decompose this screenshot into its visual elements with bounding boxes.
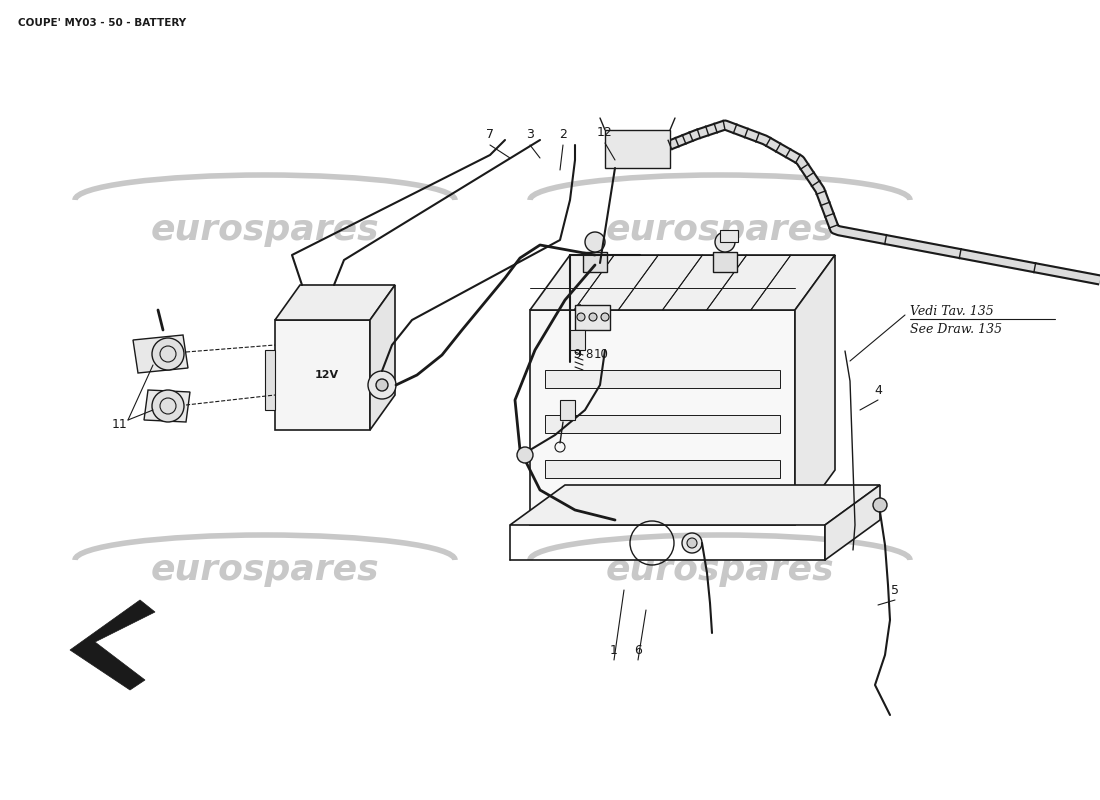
Bar [720,230,738,242]
Polygon shape [370,285,395,430]
Text: 10: 10 [594,349,608,362]
Circle shape [152,338,184,370]
Polygon shape [530,255,835,310]
Text: eurospares: eurospares [606,553,834,587]
Text: 6: 6 [634,643,642,657]
Text: COUPE' MY03 - 50 - BATTERY: COUPE' MY03 - 50 - BATTERY [18,18,186,28]
Text: 1: 1 [610,643,618,657]
Circle shape [578,313,585,321]
Text: eurospares: eurospares [151,213,380,247]
Circle shape [585,232,605,252]
Bar [713,252,737,272]
Text: 2: 2 [559,129,566,142]
Bar [583,252,607,272]
Circle shape [152,390,184,422]
Text: 9: 9 [573,349,581,362]
Polygon shape [144,390,190,422]
Polygon shape [795,255,835,525]
Polygon shape [70,600,155,690]
Text: 12V: 12V [315,370,339,380]
Text: eurospares: eurospares [606,213,834,247]
Bar [275,320,370,430]
Bar [544,415,780,433]
Text: eurospares: eurospares [151,553,380,587]
Text: 8: 8 [585,349,593,362]
Polygon shape [265,350,275,410]
Text: 12: 12 [597,126,613,139]
Circle shape [601,313,609,321]
Circle shape [376,379,388,391]
Bar [560,400,575,420]
Text: See Draw. 135: See Draw. 135 [910,323,1002,336]
Circle shape [715,232,735,252]
Circle shape [688,538,697,548]
Bar [570,330,585,350]
Text: 7: 7 [486,129,494,142]
Polygon shape [133,335,188,373]
Text: 3: 3 [526,129,534,142]
Circle shape [517,447,534,463]
Text: 4: 4 [874,383,882,397]
Circle shape [682,533,702,553]
Circle shape [368,371,396,399]
Text: Vedi Tav. 135: Vedi Tav. 135 [910,305,993,318]
Polygon shape [275,285,395,320]
Circle shape [873,498,887,512]
Polygon shape [825,485,880,560]
Bar [544,370,780,388]
Polygon shape [510,485,880,525]
Bar [530,310,795,525]
Text: 5: 5 [891,583,899,597]
Text: 11: 11 [112,418,128,431]
Bar [544,460,780,478]
Circle shape [588,313,597,321]
Bar [605,130,670,168]
Bar [575,305,611,330]
